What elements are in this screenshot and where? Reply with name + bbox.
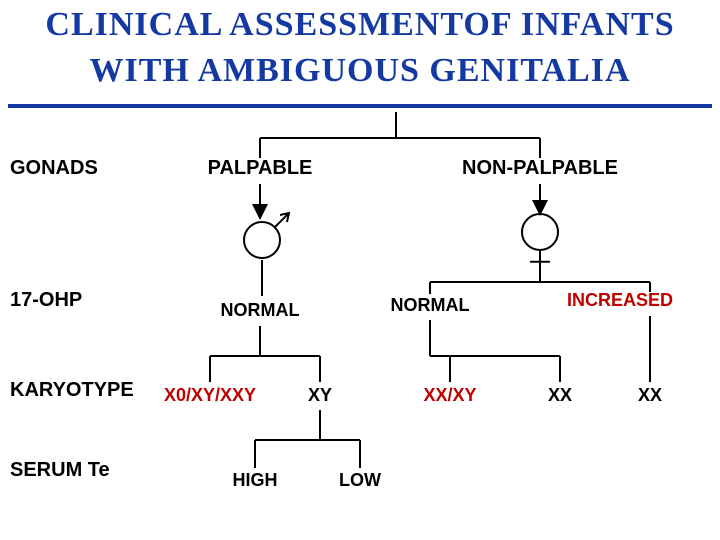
diagram-canvas: CLINICAL ASSESSMENTOF INFANTS WITH AMBIG… bbox=[0, 0, 720, 540]
connector-layer bbox=[0, 0, 720, 540]
